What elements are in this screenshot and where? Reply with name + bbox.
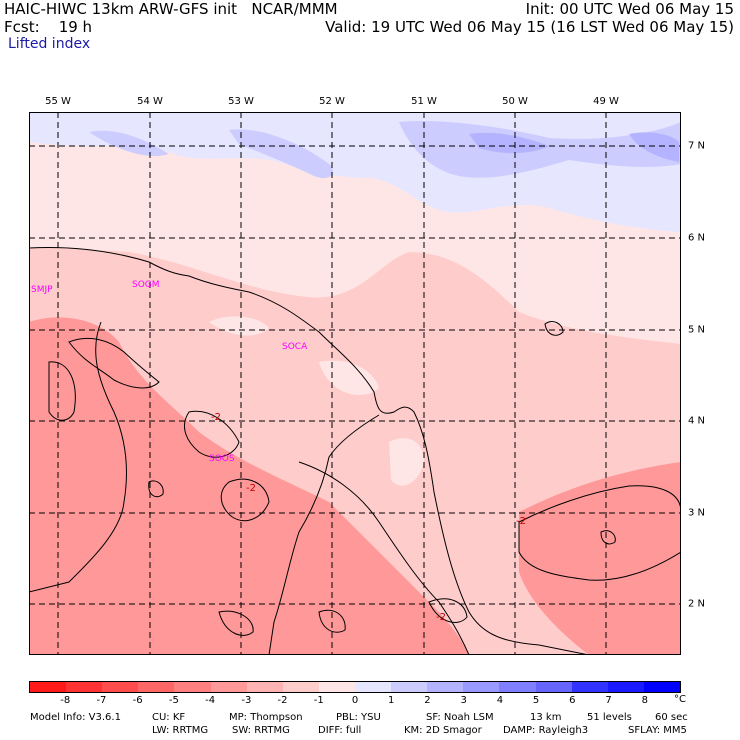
contour-label-2: -2	[246, 483, 256, 494]
footer-lw: LW: RRTMG	[152, 725, 209, 736]
footer-levels: 51 levels	[587, 712, 632, 723]
init-time: Init: 00 UTC Wed 06 May 15	[525, 0, 734, 18]
footer-resolution: 13 km	[530, 712, 562, 723]
shade-positive-2b	[229, 129, 334, 179]
shade-positive-3	[469, 132, 549, 154]
lifted-index-map: SMJP SOGM SOCA SOOS -2 -2 -2 -2	[29, 112, 681, 655]
colorbar-cell	[463, 682, 500, 692]
colorbar-cell	[318, 682, 355, 692]
shade-negative-2-east	[519, 462, 681, 655]
station-soca: SOCA	[282, 342, 308, 352]
lat-label-3n: 3 N	[688, 507, 706, 519]
colorbar-tick-label: 0	[351, 695, 359, 706]
shade-positive-2c	[89, 130, 169, 156]
lat-label-2n: 2 N	[688, 598, 706, 610]
shade-positive-3b	[629, 132, 679, 162]
colorbar-tick-label: -8	[60, 695, 71, 706]
colorbar-tick-label: 6	[569, 695, 576, 706]
colorbar-cell	[427, 682, 464, 692]
colorbar-tick-label: -6	[132, 695, 143, 706]
footer-sw: SW: RRTMG	[232, 725, 290, 736]
contour-label-1: -2	[211, 412, 221, 423]
lat-lon-grid	[29, 112, 681, 655]
lon-label-55w: 55 W	[45, 96, 71, 107]
footer-pbl: PBL: YSU	[336, 712, 381, 723]
lat-label-6n: 6 N	[688, 232, 706, 244]
footer-damp: DAMP: Rayleigh3	[503, 725, 589, 736]
lon-label-54w: 54 W	[137, 96, 163, 107]
colorbar-cell	[138, 682, 175, 692]
colorbar-cell	[102, 682, 139, 692]
colorbar-tick-label: 5	[532, 695, 540, 706]
colorbar-cell	[30, 682, 67, 692]
colorbar-cell	[246, 682, 283, 692]
colorbar-tick-label: -4	[205, 695, 216, 706]
colorbar-cell	[499, 682, 536, 692]
colorbar-tick-label: -3	[241, 695, 252, 706]
colorbar-tick-label: -1	[313, 695, 324, 706]
colorbar-tick-label: 2	[424, 695, 431, 706]
colorbar-cell	[210, 682, 247, 692]
valid-time: Valid: 19 UTC Wed 06 May 15 (16 LST Wed …	[325, 18, 734, 36]
colorbar-tick-label: 7	[605, 695, 612, 706]
border-guyana-suriname	[29, 321, 128, 593]
contours	[48, 321, 681, 636]
footer-timestep: 60 sec	[655, 712, 688, 723]
colorbar-cell	[571, 682, 608, 692]
field-name: Lifted index	[8, 36, 91, 52]
colorbar-cell	[535, 682, 572, 692]
lon-label-50w: 50 W	[502, 96, 528, 107]
colorbar-tick-label: 8	[641, 695, 648, 706]
shade-light-patch-3	[319, 360, 379, 396]
footer-sf: SF: Noah LSM	[426, 712, 494, 723]
colorbar-cell	[282, 682, 319, 692]
lon-label-49w: 49 W	[593, 96, 619, 107]
colorbar-tick-label: -2	[277, 695, 288, 706]
colorbar-cell	[66, 682, 103, 692]
shade-negative-2	[29, 317, 469, 655]
colorbar-cell	[391, 682, 428, 692]
contour-label-3: -2	[516, 516, 526, 527]
footer-sflay: SFLAY: MM5	[628, 725, 687, 736]
model-title: HAIC-HIWC 13km ARW-GFS init NCAR/MMM	[4, 0, 338, 18]
forecast-hour: Fcst: 19 h	[4, 18, 93, 36]
station-soos: SOOS	[209, 454, 235, 464]
map-frame	[29, 112, 681, 655]
station-sogm: SOGM	[132, 280, 160, 290]
lat-label-7n: 7 N	[688, 140, 706, 152]
footer-km: KM: 2D Smagor	[404, 725, 482, 736]
colorbar-cell	[607, 682, 644, 692]
footer-mp: MP: Thompson	[229, 712, 303, 723]
colorbar-tick-label: -5	[168, 695, 179, 706]
footer-diff: DIFF: full	[318, 725, 362, 736]
colorbar-cell	[174, 682, 211, 692]
lon-label-52w: 52 W	[319, 96, 345, 107]
lon-label-53w: 53 W	[228, 96, 254, 107]
colorbar-tick-label: -7	[96, 695, 107, 706]
lon-label-51w: 51 W	[411, 96, 437, 107]
colorbar-tick-label: 3	[460, 695, 467, 706]
station-smjp: SMJP	[31, 285, 53, 295]
colorbar-unit: °C	[674, 694, 686, 705]
colorbar-cell	[354, 682, 392, 692]
colorbar-cell	[643, 682, 680, 692]
footer-model-info: Model Info: V3.6.1	[30, 712, 121, 723]
shade-light-patch-2	[389, 438, 424, 486]
coastline	[29, 247, 590, 655]
border-suriname-guyane	[268, 414, 380, 655]
colorbar-tick-label: 4	[496, 695, 504, 706]
colorbar	[29, 681, 681, 693]
footer-cu: CU: KF	[152, 712, 186, 723]
lat-label-5n: 5 N	[688, 324, 706, 336]
contour-label-4: -2	[436, 612, 446, 623]
lat-label-4n: 4 N	[688, 415, 706, 427]
shade-light-patch	[209, 316, 269, 336]
border-guyane-brazil	[298, 461, 470, 655]
colorbar-tick-label: 1	[388, 695, 395, 706]
